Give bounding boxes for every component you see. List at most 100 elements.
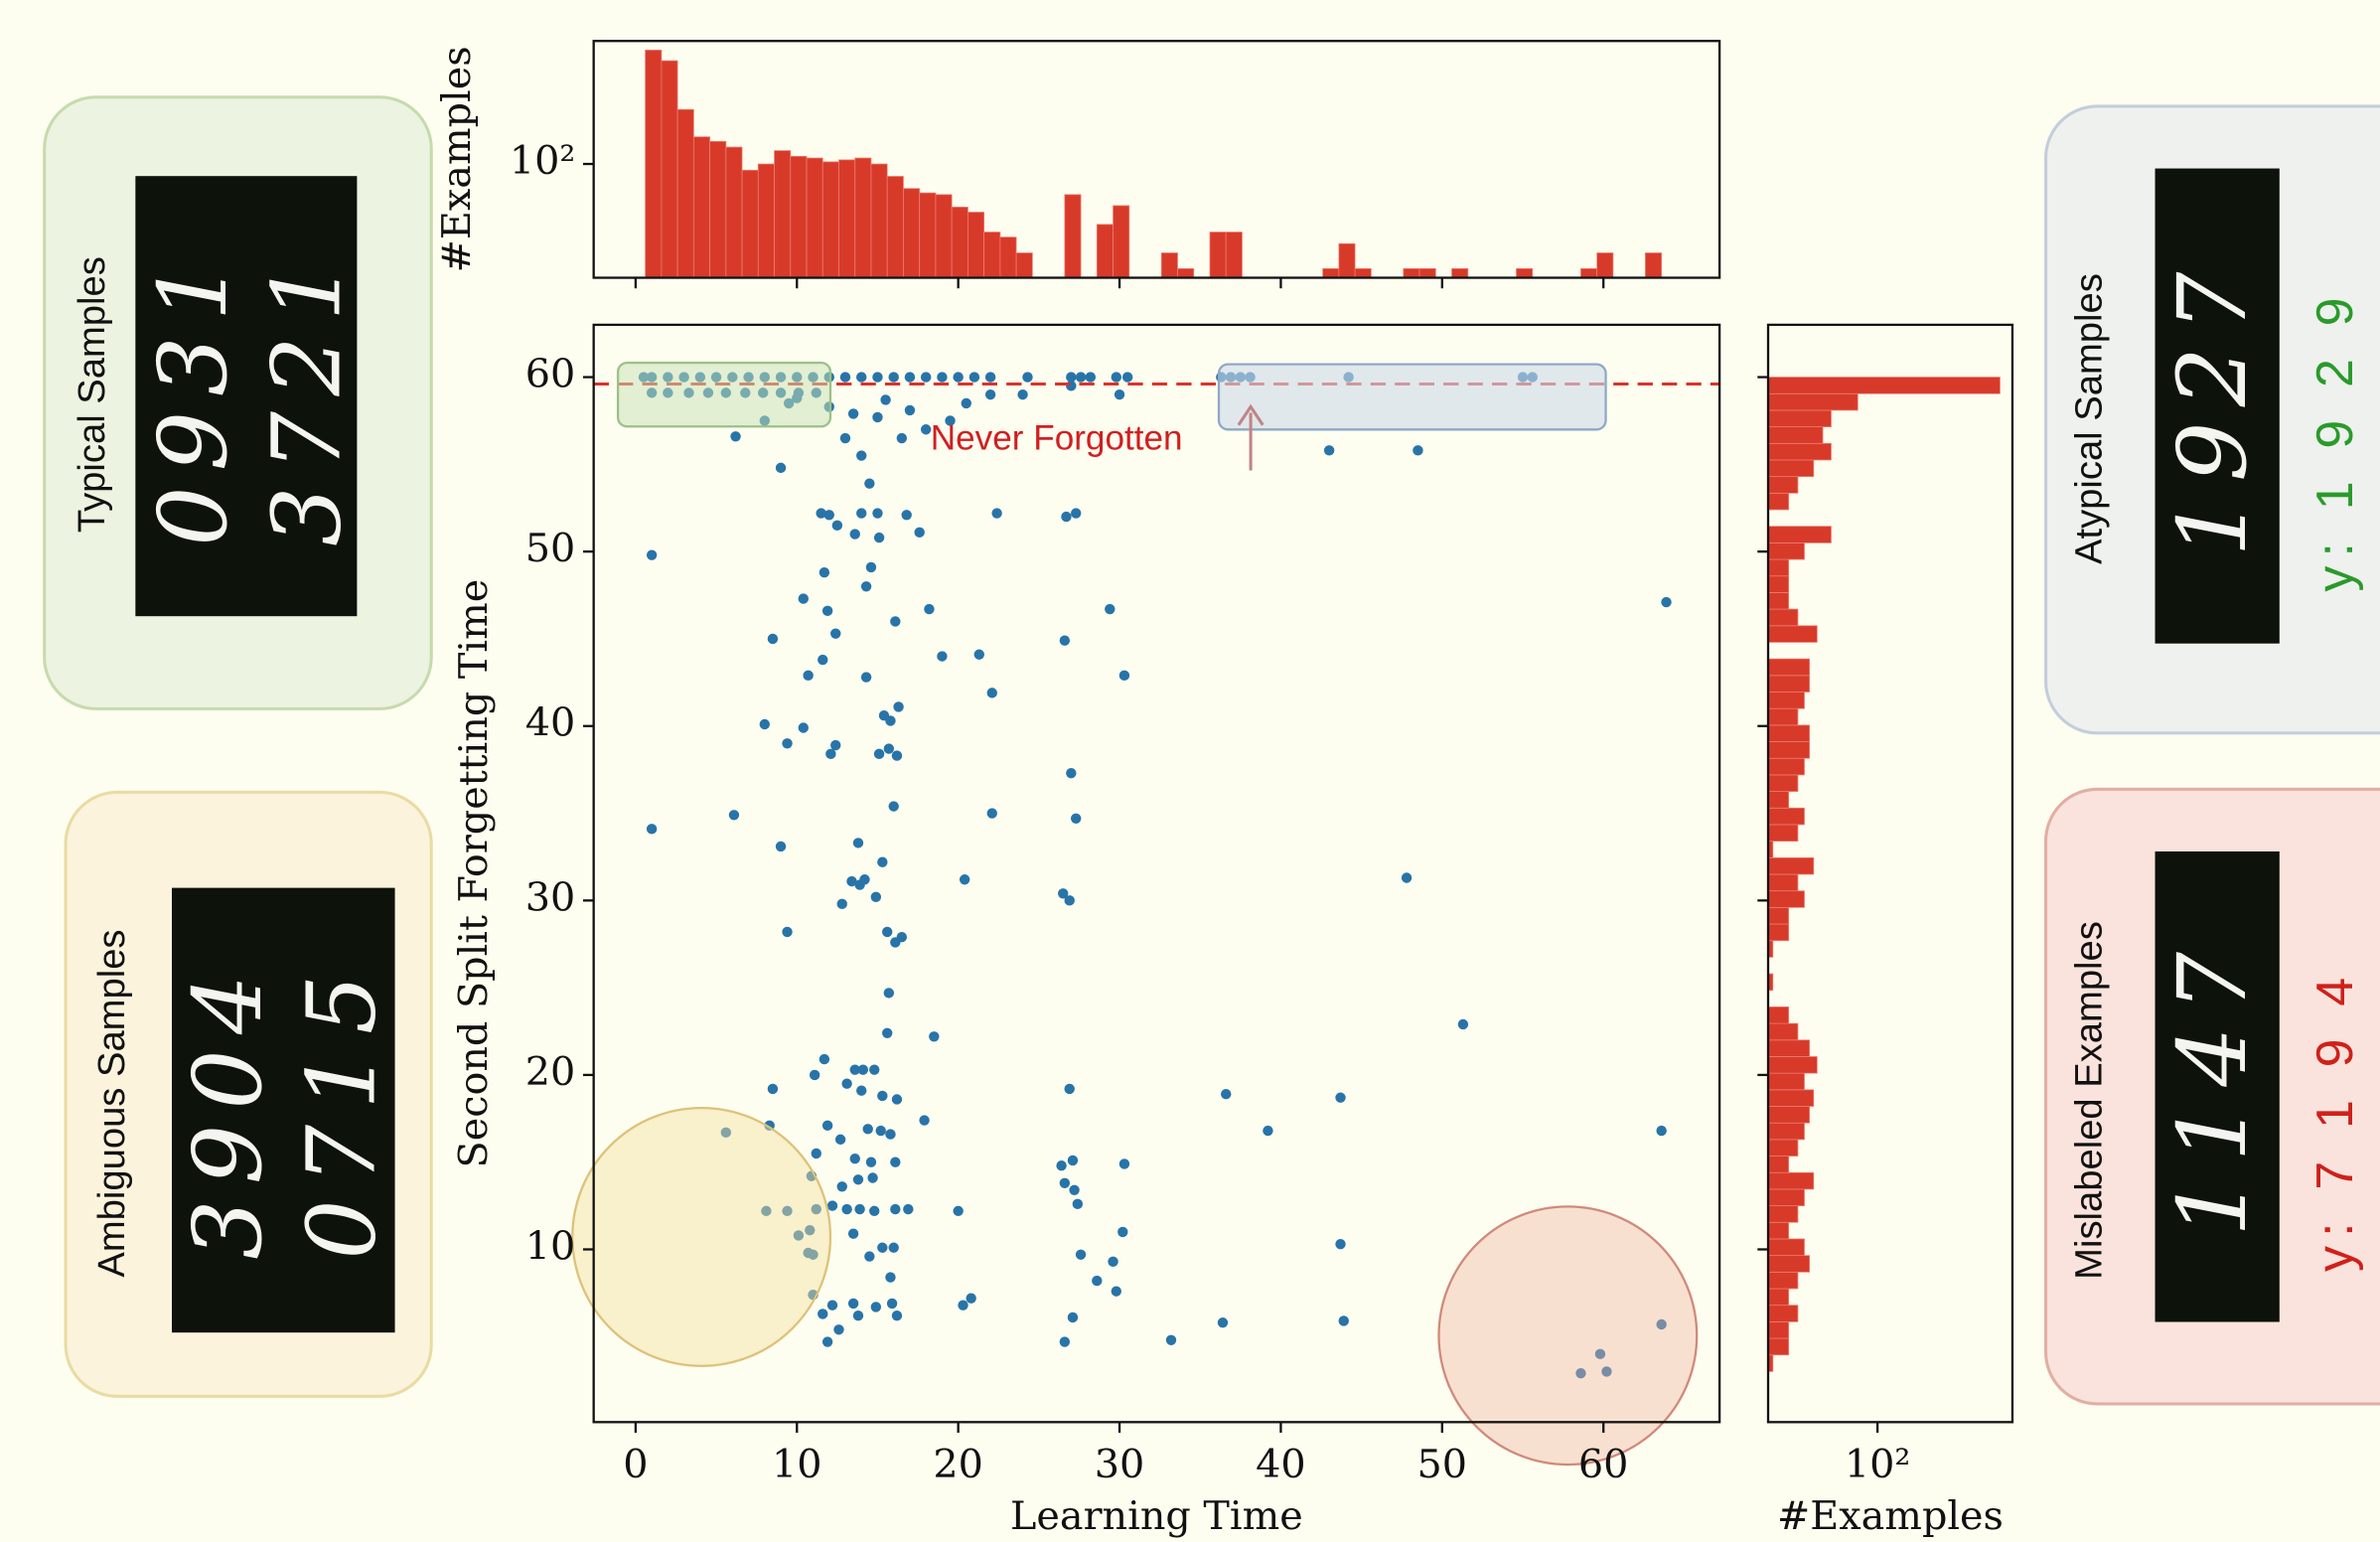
point bbox=[1108, 1256, 1118, 1267]
bar bbox=[692, 136, 710, 278]
point bbox=[1064, 1083, 1075, 1095]
point bbox=[1221, 1089, 1232, 1100]
highlight-ambiguous bbox=[571, 1106, 832, 1367]
point bbox=[1217, 1317, 1229, 1328]
point bbox=[1022, 372, 1033, 383]
point bbox=[1064, 895, 1075, 906]
point bbox=[782, 1205, 793, 1217]
bar bbox=[1767, 774, 1799, 792]
point bbox=[904, 404, 916, 416]
bar bbox=[1767, 1221, 1790, 1240]
point bbox=[818, 654, 828, 666]
bar bbox=[1767, 1056, 1818, 1074]
point bbox=[864, 478, 875, 489]
point bbox=[847, 408, 859, 419]
digit-image bbox=[172, 887, 395, 1333]
bar bbox=[1767, 476, 1799, 494]
bar bbox=[1767, 1171, 1815, 1190]
bar bbox=[1403, 268, 1420, 278]
digit-row: 0715 bbox=[288, 960, 397, 1260]
bar bbox=[774, 150, 792, 278]
bar bbox=[1767, 856, 1815, 875]
point bbox=[864, 1251, 875, 1262]
bar bbox=[1338, 242, 1356, 278]
point bbox=[856, 450, 867, 461]
point bbox=[852, 838, 864, 848]
bar bbox=[741, 169, 759, 278]
point bbox=[991, 508, 1002, 519]
point bbox=[901, 510, 912, 521]
bar bbox=[1767, 1122, 1805, 1141]
point bbox=[1263, 1125, 1273, 1137]
bar bbox=[1767, 1139, 1799, 1156]
point bbox=[775, 462, 787, 474]
point bbox=[1085, 372, 1097, 383]
point bbox=[826, 1300, 838, 1311]
bar bbox=[1767, 1238, 1805, 1257]
point bbox=[1066, 372, 1077, 383]
bar bbox=[1767, 625, 1818, 643]
bar bbox=[886, 176, 904, 278]
point bbox=[929, 1031, 940, 1042]
point bbox=[869, 1205, 880, 1217]
bar bbox=[999, 236, 1017, 278]
highlight-typical bbox=[616, 361, 832, 428]
point bbox=[882, 926, 893, 938]
point bbox=[856, 508, 867, 519]
bar bbox=[1767, 409, 1832, 427]
point bbox=[1575, 1367, 1586, 1379]
point bbox=[1111, 1286, 1121, 1297]
point bbox=[849, 1064, 860, 1075]
bar bbox=[806, 157, 823, 278]
bar bbox=[1418, 268, 1436, 278]
point bbox=[1338, 1315, 1349, 1326]
bar bbox=[1767, 1305, 1799, 1322]
point bbox=[986, 688, 997, 698]
bar bbox=[1767, 1255, 1810, 1273]
point bbox=[890, 616, 901, 627]
point bbox=[860, 672, 872, 683]
bar bbox=[1767, 873, 1799, 892]
point bbox=[891, 750, 903, 761]
panel-label: Ambiguous Samples bbox=[90, 929, 133, 1277]
y-axis-label: #Examples bbox=[434, 46, 480, 272]
bar bbox=[1767, 707, 1799, 726]
y-tick-label: 40 bbox=[525, 700, 576, 746]
y-tick-label: 10² bbox=[510, 138, 575, 184]
point bbox=[865, 1156, 877, 1167]
point bbox=[882, 1027, 893, 1038]
bar bbox=[709, 140, 727, 278]
bar bbox=[1767, 541, 1805, 560]
highlight-atypical bbox=[1217, 363, 1607, 431]
point bbox=[849, 529, 860, 540]
point bbox=[953, 1205, 964, 1217]
point bbox=[903, 1203, 914, 1215]
bar bbox=[661, 60, 678, 278]
point bbox=[1075, 372, 1087, 383]
axes-frame bbox=[1766, 323, 2014, 1424]
point bbox=[873, 748, 885, 760]
point bbox=[761, 1205, 772, 1217]
bar bbox=[1596, 252, 1614, 278]
bar bbox=[1767, 575, 1790, 593]
point bbox=[852, 1174, 864, 1185]
point bbox=[854, 1203, 865, 1215]
digit-image bbox=[2155, 168, 2280, 644]
point bbox=[1594, 1348, 1606, 1360]
point bbox=[821, 1336, 833, 1347]
point bbox=[836, 1181, 847, 1192]
point bbox=[847, 1298, 859, 1310]
point bbox=[862, 1124, 873, 1135]
panel-mislabeled: Mislabeled Examples 1147 y: 7 1 9 4 bbox=[2044, 787, 2380, 1406]
point bbox=[966, 1293, 976, 1304]
point bbox=[920, 372, 932, 383]
point bbox=[833, 1324, 844, 1335]
bar bbox=[1767, 526, 1832, 543]
point bbox=[1075, 1249, 1087, 1260]
bar bbox=[1225, 231, 1243, 278]
bar bbox=[725, 146, 743, 278]
point bbox=[808, 1249, 818, 1260]
point bbox=[1165, 1334, 1177, 1345]
